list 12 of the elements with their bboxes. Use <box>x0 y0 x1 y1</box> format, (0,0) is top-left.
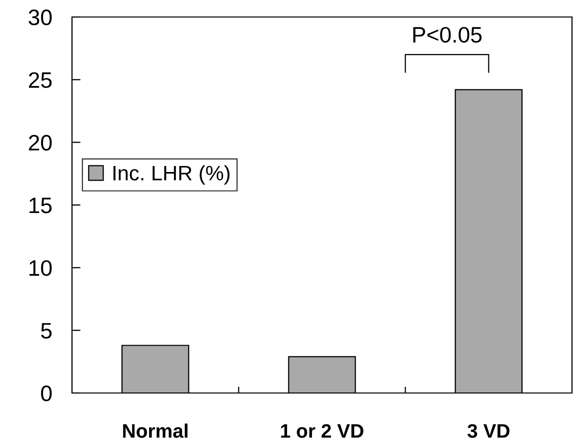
legend-label: Inc. LHR (%) <box>114 165 230 185</box>
y-tick-label: 25 <box>28 72 52 88</box>
y-tick-label: 0 <box>41 386 52 402</box>
y-tick-label: 5 <box>41 323 52 339</box>
x-tick-label: 1 or 2 VD <box>281 424 364 438</box>
x-tick-label: Normal <box>123 424 188 438</box>
y-tick-label: 30 <box>28 10 52 26</box>
annotation: P<0.05 <box>413 26 482 43</box>
y-tick-label: 20 <box>28 134 52 151</box>
y-tick-label: 10 <box>30 260 52 276</box>
x-tick-label: 3 VD <box>468 424 510 438</box>
y-tick-label: 15 <box>30 198 52 214</box>
